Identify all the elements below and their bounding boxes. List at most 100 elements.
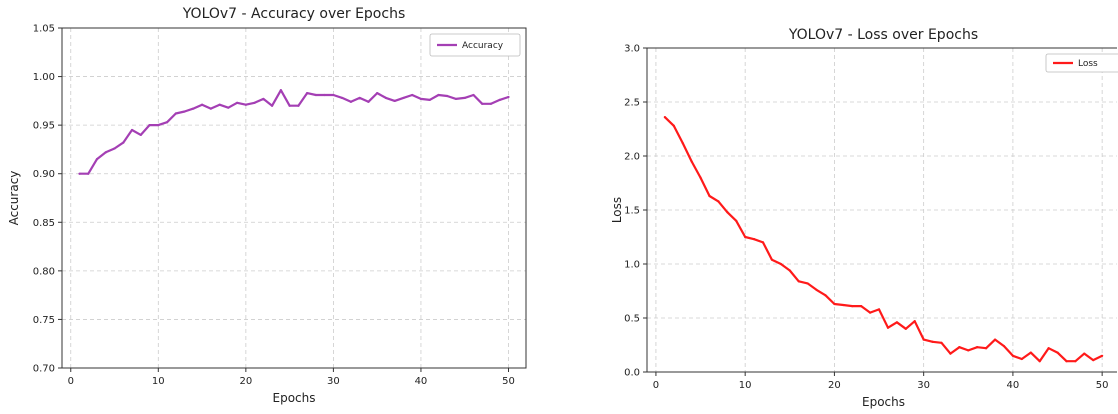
loss-data-point	[806, 282, 809, 285]
loss-data-point	[877, 308, 881, 311]
accuracy-data-point	[454, 97, 458, 101]
accuracy-legend-box	[429, 33, 521, 57]
loss-data-point	[1002, 344, 1006, 348]
loss-data-point	[1011, 354, 1015, 357]
loss-data-point	[1029, 351, 1032, 354]
loss-data-point	[815, 288, 818, 292]
loss-data-point	[1020, 357, 1023, 361]
loss-y-tick-label: 1.5	[624, 206, 640, 217]
accuracy-data-point	[393, 99, 396, 102]
accuracy-data-point	[446, 94, 449, 98]
loss-data-point	[860, 305, 863, 308]
loss-data-point	[770, 258, 774, 261]
loss-y-tick-label: 2.5	[624, 98, 640, 109]
loss-data-point	[726, 211, 729, 214]
accuracy-y-tick-label: 1.00	[33, 72, 55, 83]
loss-data-point	[824, 294, 827, 297]
accuracy-data-point	[323, 93, 326, 97]
loss-data-point	[761, 241, 765, 244]
accuracy-legend-label: Accuracy	[462, 41, 504, 51]
accuracy-y-tick-label: 0.90	[33, 169, 55, 180]
accuracy-data-point	[481, 102, 484, 105]
accuracy-data-point	[341, 96, 344, 100]
loss-data-point	[895, 321, 898, 324]
accuracy-data-point	[244, 103, 247, 106]
loss-data-point	[717, 200, 720, 203]
loss-data-point	[993, 338, 997, 341]
loss-data-point	[699, 176, 702, 179]
accuracy-x-tick-label: 50	[502, 376, 515, 387]
accuracy-data-point	[209, 107, 212, 110]
accuracy-y-tick-label: 0.85	[33, 218, 55, 229]
accuracy-x-axis-label: Epochs	[273, 391, 316, 405]
accuracy-series-line	[79, 89, 509, 175]
accuracy-chart: YOLOv7 - Accuracy over Epochs 0.70 0.75 0.8…	[7, 6, 527, 405]
loss-data-point	[1092, 359, 1095, 362]
accuracy-data-point	[139, 133, 142, 136]
accuracy-data-point	[200, 103, 204, 106]
loss-plot-frame	[646, 47, 1117, 373]
loss-data-point	[931, 340, 934, 343]
loss-x-tick-label: 20	[828, 380, 841, 391]
accuracy-data-point	[332, 93, 335, 97]
accuracy-data-point	[297, 104, 300, 107]
accuracy-y-tick-label: 0.70	[33, 364, 55, 375]
accuracy-y-tick-label: 0.75	[33, 315, 55, 326]
accuracy-data-point	[218, 103, 221, 106]
accuracy-data-point	[148, 124, 151, 127]
accuracy-data-point	[358, 96, 361, 100]
accuracy-data-point	[472, 93, 475, 97]
accuracy-chart-title: YOLOv7 - Accuracy over Epochs	[182, 6, 405, 22]
loss-data-point	[788, 269, 791, 272]
accuracy-data-point	[227, 106, 230, 109]
accuracy-plot-frame	[61, 27, 527, 369]
accuracy-x-tick-label: 20	[239, 376, 252, 387]
loss-data-point	[922, 338, 925, 341]
loss-data-point	[967, 349, 970, 352]
accuracy-data-point	[183, 110, 186, 113]
loss-data-point	[1038, 360, 1041, 363]
loss-y-tick-label: 2.0	[624, 152, 640, 163]
loss-chart: YOLOv7 - Loss over Epochs 0.0 0.5 1.0 1.5 2.0…	[610, 27, 1118, 409]
accuracy-data-point	[130, 128, 134, 132]
accuracy-y-tick-label: 0.80	[33, 266, 55, 277]
loss-data-point	[672, 124, 675, 127]
accuracy-data-point	[402, 96, 405, 100]
loss-x-tick-label: 0	[653, 380, 659, 391]
loss-data-point	[904, 327, 907, 330]
loss-x-tick-label: 10	[739, 380, 752, 391]
loss-data-point	[797, 280, 800, 283]
loss-chart-title: YOLOv7 - Loss over Epochs	[788, 27, 978, 43]
accuracy-data-point	[411, 93, 414, 97]
loss-data-point	[833, 302, 836, 306]
loss-y-axis-label: Loss	[610, 197, 624, 223]
loss-data-point	[985, 347, 988, 350]
loss-data-point	[1101, 354, 1104, 357]
accuracy-data-point	[104, 151, 107, 154]
accuracy-data-point	[78, 172, 81, 175]
loss-y-tick-label: 1.0	[624, 260, 640, 271]
loss-y-tick-label: 0.5	[624, 314, 640, 325]
accuracy-data-point	[235, 101, 239, 104]
loss-x-tick-label: 50	[1096, 380, 1109, 391]
accuracy-y-axis-label: Accuracy	[7, 171, 21, 226]
accuracy-data-point	[428, 98, 431, 101]
loss-data-point	[1074, 360, 1077, 363]
accuracy-data-point	[95, 158, 99, 161]
accuracy-data-point	[165, 121, 169, 124]
loss-data-point	[949, 352, 952, 355]
loss-x-axis-label: Epochs	[862, 395, 905, 409]
loss-data-point	[681, 141, 684, 145]
accuracy-data-point	[174, 112, 177, 115]
loss-series-line	[664, 116, 1103, 363]
accuracy-x-tick-label: 10	[152, 376, 165, 387]
loss-data-point	[940, 341, 943, 344]
accuracy-data-point	[437, 93, 440, 97]
loss-data-point	[1065, 360, 1068, 363]
accuracy-data-point	[271, 104, 274, 107]
accuracy-data-point	[498, 98, 501, 101]
loss-data-point	[1083, 352, 1086, 355]
loss-data-point	[690, 160, 693, 163]
accuracy-data-point	[306, 91, 309, 95]
loss-y-tick-label: 0.0	[624, 368, 640, 379]
